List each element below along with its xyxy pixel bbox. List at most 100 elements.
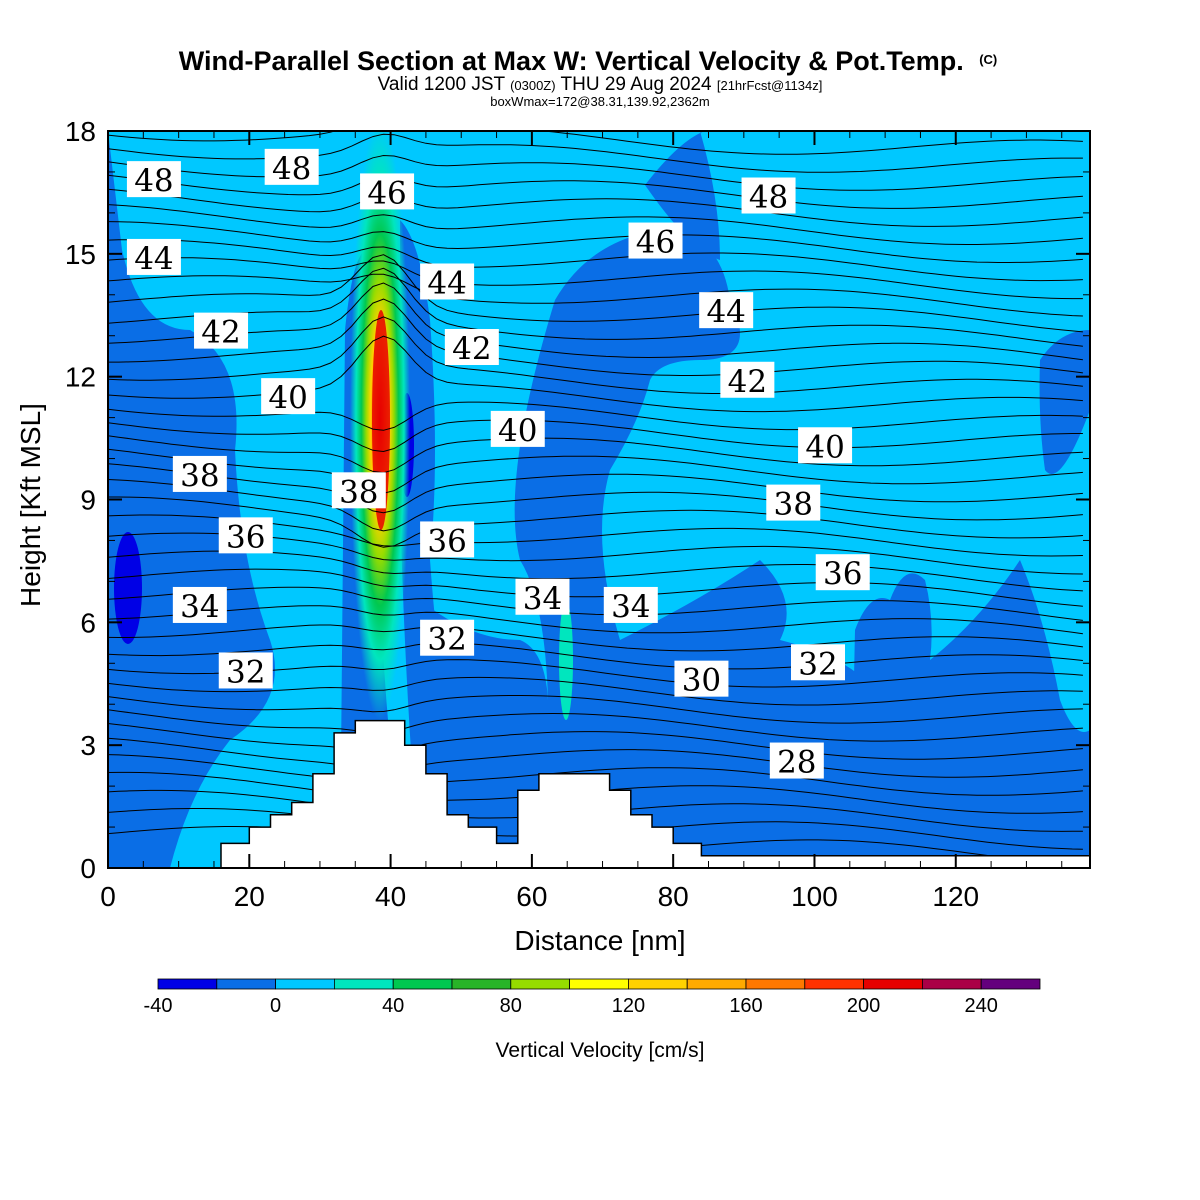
theta-contour-label: 44: [699, 292, 754, 330]
theta-contour-line: [108, 282, 1083, 361]
svg-text:28: 28: [777, 745, 816, 781]
theta-contour-line: [108, 267, 1083, 347]
svg-text:44: 44: [427, 265, 466, 301]
theta-contour-label: 42: [444, 329, 499, 367]
theta-contour-label: 40: [490, 410, 545, 449]
x-tick-label: 40: [375, 881, 406, 912]
theta-contour-label: 38: [172, 455, 227, 494]
y-tick-label: 0: [80, 853, 96, 884]
theta-contour-label: 48: [741, 177, 796, 216]
theta-contour-line: [108, 239, 1083, 282]
svg-text:38: 38: [774, 487, 813, 523]
theta-contour-label: 44: [126, 238, 181, 277]
y-tick-labels: 0 3 6 9 12 15 18: [65, 116, 96, 884]
y-axis-label: Height [Kft MSL]: [15, 403, 46, 607]
colorbar-tick-label: 40: [382, 995, 404, 1017]
colorbar-swatch: [686, 978, 747, 990]
theta-contour-label: 40: [798, 427, 853, 465]
chart-info: boxWmax=172@38.31,139.92,2362m: [490, 94, 710, 109]
theta-contour-line: [108, 435, 1083, 474]
colorbar-tick-label: 120: [612, 995, 645, 1017]
theta-contour-label: 34: [603, 586, 658, 625]
chart-title: Wind-Parallel Section at Max W: Vertical…: [179, 46, 998, 76]
colorbar-tick-label: -40: [144, 995, 173, 1017]
svg-text:34: 34: [611, 589, 650, 625]
theta-contour-line: [108, 419, 1083, 453]
theta-contour-line: [108, 131, 1083, 155]
svg-text:44: 44: [134, 241, 173, 277]
y-tick-label: 3: [80, 730, 96, 761]
theta-contour-line: [108, 174, 1083, 209]
svg-text:30: 30: [682, 663, 721, 699]
svg-text:32: 32: [427, 622, 466, 658]
theta-contour-label: 36: [420, 521, 475, 559]
theta-contour-line: [108, 496, 1083, 548]
colorbar-tick-label: 0: [270, 995, 281, 1017]
colorbar-swatch: [333, 978, 394, 990]
colorbar-swatch: [569, 978, 629, 990]
x-tick-labels: 0 20 40 60 80 100 120: [100, 881, 979, 912]
svg-text:46: 46: [636, 225, 675, 261]
colorbar-tick-label: 240: [965, 995, 998, 1017]
svg-text:42: 42: [201, 315, 240, 351]
x-tick-label: 20: [234, 881, 265, 912]
chart-subtitle: Valid 1200 JST (0300Z) THU 29 Aug 2024 […: [378, 74, 823, 95]
theta-contour-line: [108, 257, 1083, 300]
theta-contour-label: 42: [720, 361, 775, 400]
svg-text:46: 46: [367, 175, 406, 211]
descent-area-upper: [645, 131, 720, 260]
colorbar: [157, 978, 1041, 990]
theta-contour-label: 32: [420, 619, 475, 658]
y-tick-label: 18: [65, 116, 96, 147]
theta-contour-line: [108, 221, 1083, 263]
svg-text:32: 32: [226, 654, 265, 690]
theta-contour-line: [108, 586, 1083, 621]
svg-text:38: 38: [180, 458, 219, 494]
theta-contour-line: [108, 709, 1083, 742]
theta-contour-label: 30: [674, 660, 729, 699]
svg-text:48: 48: [272, 151, 311, 187]
colorbar-swatch: [510, 978, 570, 990]
theta-contour-line: [108, 298, 1083, 376]
colorbar-swatch: [804, 978, 864, 990]
x-tick-label: 80: [658, 881, 689, 912]
theta-contour-line: [108, 642, 1083, 670]
x-axis-label: Distance [nm]: [514, 925, 685, 956]
theta-contour-line: [108, 737, 1083, 778]
colorbar-tick-label: 80: [500, 995, 522, 1017]
svg-text:44: 44: [706, 294, 745, 330]
svg-text:40: 40: [498, 413, 537, 449]
svg-text:42: 42: [452, 331, 491, 367]
descent-area-far-right: [1039, 330, 1090, 474]
svg-text:48: 48: [134, 163, 173, 199]
colorbar-tick-labels: -40 0 40 80 120 160 200 240: [144, 995, 998, 1017]
theta-contour-line: [108, 254, 1083, 333]
x-tick-label: 120: [932, 881, 979, 912]
svg-text:40: 40: [805, 429, 844, 465]
theta-contour-label: 32: [791, 644, 846, 682]
x-tick-label: 100: [791, 881, 838, 912]
svg-text:34: 34: [523, 581, 562, 617]
colorbar-swatch: [216, 978, 277, 990]
theta-contour-label: 48: [264, 148, 319, 187]
theta-contour-label: 40: [261, 378, 316, 416]
descent-area-mid: [514, 230, 900, 868]
theta-contour-label: 38: [331, 472, 386, 510]
theta-contour-line: [108, 204, 1083, 245]
y-tick-label: 15: [65, 239, 96, 270]
descent-area-lower-mid: [420, 600, 548, 868]
weak-updraft-band: [559, 600, 573, 720]
theta-contour-line: [108, 273, 1083, 317]
svg-text:38: 38: [339, 474, 378, 510]
svg-text:42: 42: [728, 364, 767, 400]
theta-contour-label: 46: [628, 222, 683, 261]
colorbar-swatch: [745, 978, 806, 990]
svg-text:36: 36: [226, 519, 265, 555]
theta-contour-label: 36: [218, 517, 273, 555]
theta-contour-line: [108, 463, 1083, 514]
theta-contour-line: [108, 316, 1083, 394]
y-tick-label: 9: [80, 485, 96, 516]
